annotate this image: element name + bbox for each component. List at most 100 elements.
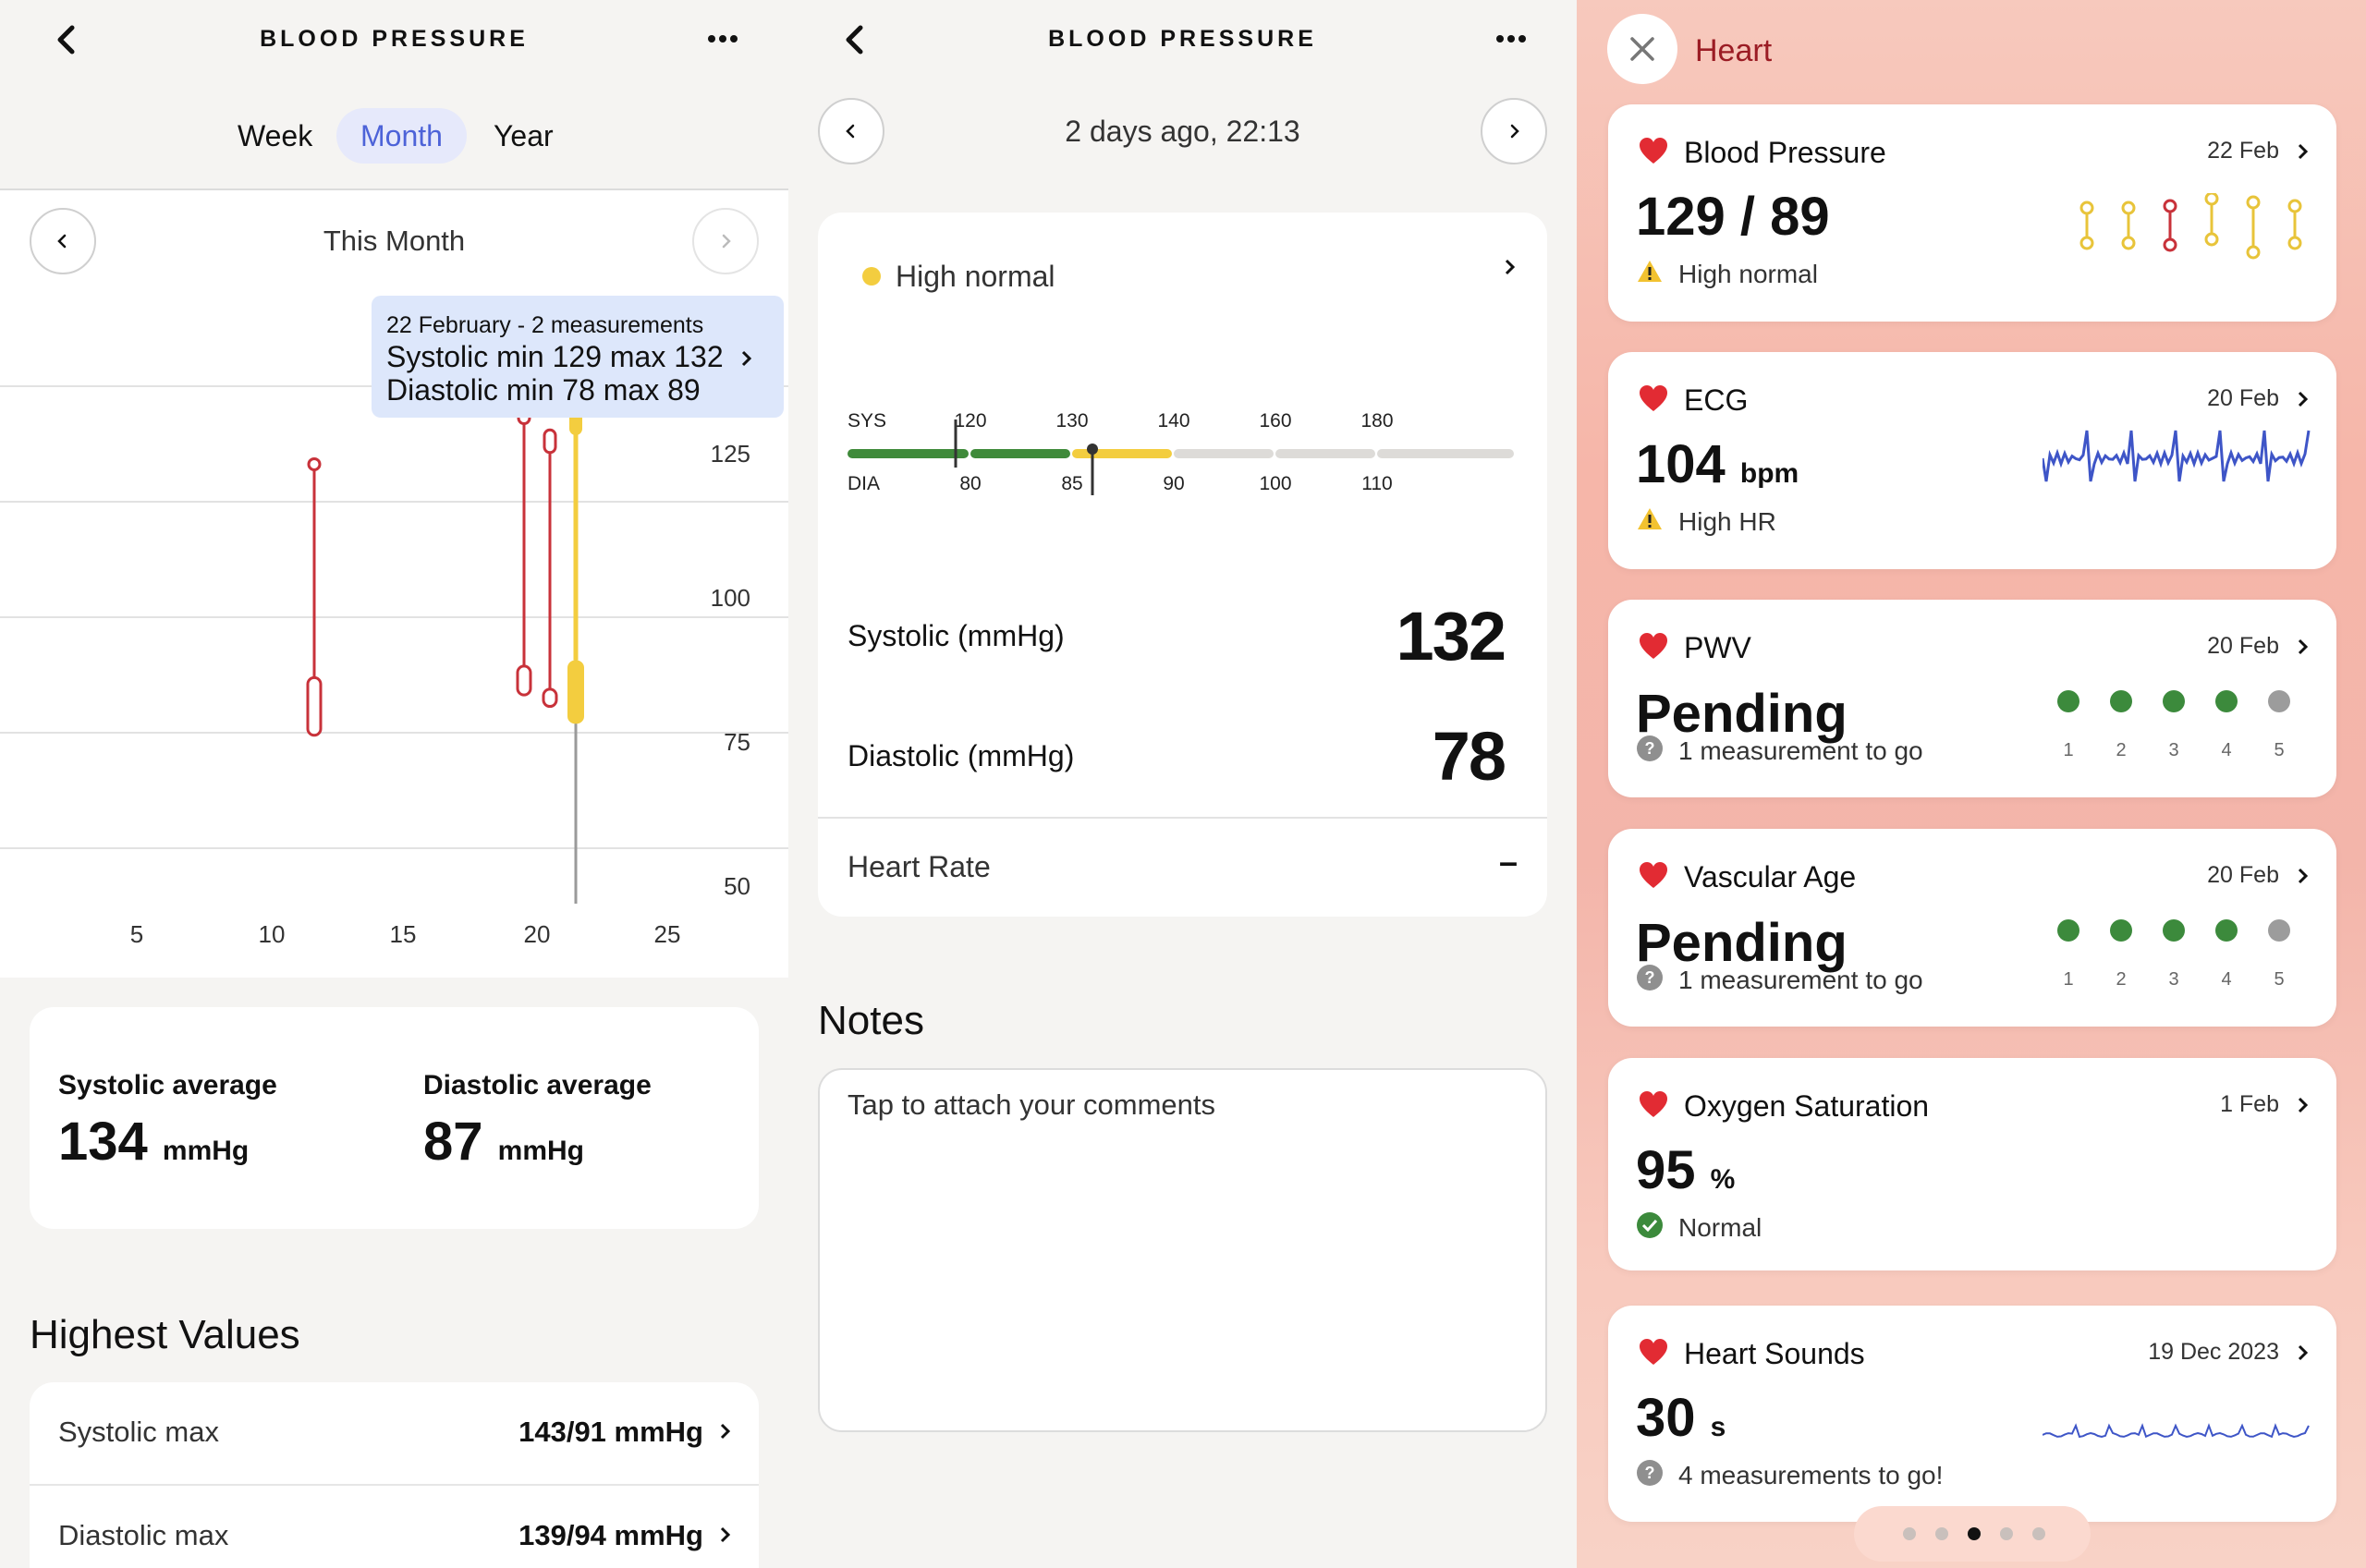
card-date: 20 Feb: [2207, 385, 2279, 411]
more-dots-icon: [1496, 35, 1526, 43]
progress-step-label: 1: [2063, 969, 2074, 990]
heart-icon: [1640, 1091, 1667, 1117]
y-tick-label: 75: [724, 728, 750, 756]
systolic-average-value: 134 mmHg: [58, 1112, 250, 1172]
scale-segment: [970, 449, 1070, 458]
tab-year[interactable]: Year: [494, 119, 554, 152]
x-tick-label: 25: [654, 920, 681, 948]
diastolic-max-row[interactable]: Diastolic max 139/94 mmHg: [30, 1486, 759, 1568]
progress-step-label: 2: [2116, 969, 2127, 990]
health-card-oxygen-saturation[interactable]: Oxygen Saturation 1 Feb 95 % Normal: [1608, 1058, 2336, 1270]
health-card-pwv[interactable]: PWV 20 Feb Pending ? 1 measurement to go 1 2 3…: [1608, 600, 2336, 797]
health-card-vascular-age[interactable]: Vascular Age 20 Feb Pending ? 1 measurement…: [1608, 829, 2336, 1027]
dia-tick-label: 110: [1361, 473, 1392, 494]
close-button[interactable]: [1607, 14, 1677, 84]
dia-tick-label: 100: [1259, 473, 1291, 494]
chevron-right-icon: [2298, 868, 2309, 884]
next-measurement-button[interactable]: [1481, 98, 1547, 164]
bp-range-chart[interactable]: 125 100 75 50 5 10 15 20 25: [0, 370, 788, 979]
bp-range-bar[interactable]: [516, 411, 532, 697]
bp-range-bar[interactable]: [542, 428, 558, 709]
chevron-right-icon: [1505, 259, 1516, 275]
mini-bp-bar: [2204, 193, 2219, 247]
card-title: Blood Pressure: [1684, 136, 1886, 169]
bp-range-bar[interactable]: [567, 407, 584, 904]
x-tick-label: 20: [524, 920, 551, 948]
more-menu-button[interactable]: [1483, 17, 1539, 63]
heart-rate-label: Heart Rate: [848, 850, 991, 883]
progress-step-label: 5: [2274, 969, 2285, 990]
back-button[interactable]: [833, 17, 879, 63]
sys-tick-label: 130: [1055, 410, 1088, 432]
mini-bp-bar: [2246, 195, 2261, 260]
card-status: 4 measurements to go!: [1678, 1461, 1944, 1489]
dia-tick-label: 85: [1061, 473, 1082, 494]
svg-text:?: ?: [1645, 1464, 1655, 1482]
back-button[interactable]: [44, 17, 91, 63]
card-status: High HR: [1678, 507, 1776, 536]
health-card-blood-pressure[interactable]: Blood Pressure 22 Feb 129 / 89 High normal: [1608, 104, 2336, 322]
sys-tick-label: 120: [954, 410, 986, 432]
tab-month[interactable]: Month: [336, 108, 467, 164]
card-value: 30 s: [1636, 1388, 1726, 1448]
diastolic-average-label: Diastolic average: [423, 1070, 652, 1100]
card-status: 1 measurement to go: [1678, 736, 1923, 765]
question-icon: ?: [1637, 1460, 1663, 1486]
heart-icon: [1640, 138, 1667, 164]
card-status: High normal: [1678, 260, 1818, 288]
card-date: 20 Feb: [2207, 633, 2279, 659]
chevron-right-icon: [2298, 1344, 2309, 1361]
dia-tick-label: 80: [959, 473, 981, 494]
card-status: Normal: [1678, 1213, 1762, 1242]
page-dot[interactable]: [1903, 1527, 1916, 1540]
chevron-right-icon: [720, 1526, 731, 1543]
progress-step-dot: [2163, 690, 2185, 712]
progress-step-dot: [2163, 919, 2185, 942]
chevron-right-icon: [741, 350, 752, 367]
heart-overview-panel: Heart Blood Pressure 22 Feb 129 / 89 High …: [1577, 0, 2366, 1568]
tab-week[interactable]: Week: [238, 119, 313, 152]
mini-bp-bar: [2287, 199, 2302, 250]
systolic-value: 132: [1396, 598, 1506, 675]
scale-segment: [848, 449, 969, 458]
chart-tooltip[interactable]: 22 February - 2 measurements Systolic mi…: [372, 296, 784, 418]
page-dot[interactable]: [1968, 1527, 1981, 1540]
scale-segment: [1174, 449, 1274, 458]
warning-icon: [1638, 261, 1662, 282]
x-tick-label: 15: [390, 920, 417, 948]
chevron-left-icon: [846, 124, 855, 139]
dia-tick-label: 90: [1163, 473, 1184, 494]
progress-step-label: 5: [2274, 740, 2285, 760]
tooltip-diastolic: Diastolic min 78 max 89: [386, 373, 701, 407]
notes-input[interactable]: Tap to attach your comments: [818, 1068, 1547, 1432]
next-period-button[interactable]: [692, 208, 759, 274]
svg-text:?: ?: [1645, 968, 1655, 987]
progress-step-label: 4: [2221, 740, 2232, 760]
systolic-max-value: 143/91 mmHg: [518, 1416, 703, 1448]
systolic-average-label: Systolic average: [58, 1070, 277, 1100]
chevron-right-icon: [720, 1423, 731, 1440]
heart-rate-value: –: [1498, 843, 1518, 881]
sys-tick-label: 180: [1360, 410, 1393, 432]
progress-step-label: 1: [2063, 740, 2074, 760]
systolic-max-row[interactable]: Systolic max 143/91 mmHg: [30, 1382, 759, 1484]
question-icon: ?: [1637, 735, 1663, 761]
previous-measurement-button[interactable]: [818, 98, 884, 164]
bp-month-panel: BLOOD PRESSURE Week Month Year This Mont…: [0, 0, 788, 1568]
page-dot[interactable]: [1935, 1527, 1948, 1540]
health-card-heart-sounds[interactable]: Heart Sounds 19 Dec 2023 30 s? 4 measuremen…: [1608, 1306, 2336, 1522]
dia-scale-label: DIA: [848, 473, 880, 494]
bp-range-bar[interactable]: [306, 456, 323, 737]
chevron-right-icon: [1510, 124, 1519, 139]
more-menu-button[interactable]: [695, 17, 750, 63]
progress-step-dot: [2268, 690, 2290, 712]
notes-placeholder: Tap to attach your comments: [848, 1088, 1216, 1121]
chevron-left-icon: [846, 25, 863, 55]
period-label: This Month: [323, 225, 466, 257]
systolic-label: Systolic (mmHg): [848, 619, 1065, 652]
page-dot[interactable]: [2032, 1527, 2045, 1540]
page-dot[interactable]: [2000, 1527, 2013, 1540]
category-row[interactable]: High normal: [818, 213, 1547, 351]
health-card-ecg[interactable]: ECG 20 Feb 104 bpm High HR: [1608, 352, 2336, 569]
previous-period-button[interactable]: [30, 208, 96, 274]
